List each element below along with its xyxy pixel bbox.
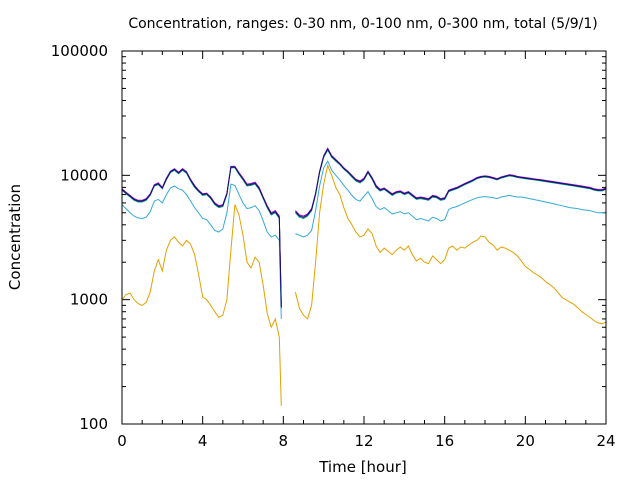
x-tick-label: 24 (596, 432, 615, 450)
data-series (121, 147, 607, 406)
series-line-3 (295, 148, 607, 220)
chart-title: Concentration, ranges: 0-30 nm, 0-100 nm… (128, 16, 597, 32)
series-line-4 (295, 147, 607, 217)
series-line-5 (121, 166, 282, 308)
y-tick-label: 10000 (60, 166, 108, 184)
x-tick-label: 20 (516, 432, 535, 450)
y-tick-label: 100 (79, 415, 108, 433)
x-tick-label: 0 (117, 432, 127, 450)
series-line-1 (121, 204, 282, 406)
x-tick-label: 16 (435, 432, 454, 450)
series-line-2 (295, 160, 607, 238)
series-line-4 (121, 165, 282, 306)
x-tick-label: 4 (198, 432, 208, 450)
x-tick-label: 12 (354, 432, 373, 450)
y-tick-label: 100000 (51, 42, 108, 60)
series-line-1 (294, 163, 607, 325)
plot-frame (121, 50, 607, 425)
series-line-3 (121, 167, 282, 309)
y-tick-label: 1000 (70, 291, 108, 309)
series-line-5 (295, 148, 607, 218)
y-axis-label: Concentration (6, 184, 24, 290)
series-line-2 (121, 183, 282, 319)
x-tick-label: 8 (279, 432, 289, 450)
axis-ticks: 0 4 8 12 16 20 24 100 1000 10000 100000 (51, 42, 616, 450)
x-axis-label: Time [hour] (318, 458, 407, 476)
